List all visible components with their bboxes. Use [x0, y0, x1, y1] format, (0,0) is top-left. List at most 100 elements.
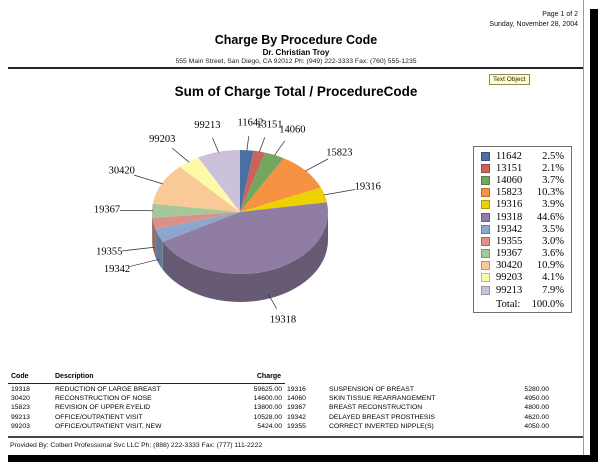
pie-leader-30420	[134, 174, 163, 185]
legend-total-label: Total:	[496, 298, 521, 310]
page-number: Page 1 of 2	[542, 11, 578, 18]
legend-percent: 10.3%	[536, 187, 564, 199]
pie-slice-30420	[152, 166, 240, 212]
provider-address: 555 Main Street, San Diego, CA 92012 Ph:…	[175, 58, 417, 65]
pie-slice-99213	[198, 150, 240, 212]
cell-description: SUSPENSION OF BREAST	[329, 386, 414, 393]
cell-code: 19342	[287, 413, 306, 421]
legend-code: 19316	[496, 199, 523, 211]
chart-legend: 11642 2.5% 13151 2.1% 14060 3.7% 15823 10.3% 193…	[473, 146, 572, 314]
pie-leader-19318	[267, 293, 277, 309]
cell-charge: 13800.00	[253, 404, 282, 412]
cell-description: REVISION OF UPPER EYELID	[55, 404, 151, 412]
legend-item: 19367 3.6%	[474, 248, 571, 260]
pie-slice-19316	[240, 187, 327, 212]
legend-percent: 3.7%	[542, 174, 564, 186]
cell-charge: 5280.00	[524, 386, 549, 393]
legend-code: 99203	[496, 272, 523, 284]
cell-description: CORRECT INVERTED NIPPLE(S)	[329, 422, 434, 430]
legend-code: 11642	[496, 150, 522, 162]
cell-code: 99203	[11, 422, 30, 430]
legend-percent: 7.9%	[542, 284, 564, 296]
pie-side-19342	[155, 229, 163, 270]
legend-item: 11642 2.5%	[474, 150, 571, 162]
pie-label-19318: 19318	[270, 314, 296, 325]
pie-label-11642: 11642	[237, 118, 263, 129]
cell-code: 30420	[11, 395, 30, 403]
pie-leader-13151	[258, 137, 266, 153]
pie-side-19318	[162, 212, 328, 302]
legend-swatch-19367	[481, 249, 490, 259]
table-row: 99203 OFFICE/OUTPATIENT VISIT, NEW 5424.00	[8, 423, 282, 432]
report-title: Charge By Procedure Code	[214, 33, 378, 47]
pie-slice-19367	[152, 203, 240, 218]
cell-code: 15823	[11, 404, 30, 412]
provider-name: Dr. Christian Troy	[262, 48, 330, 57]
legend-item: 19355 3.0%	[474, 235, 571, 247]
pie-label-15823: 15823	[326, 147, 352, 158]
legend-swatch-99213	[481, 285, 490, 295]
pie-slice-19318	[162, 202, 328, 274]
chart-title: Sum of Charge Total / ProcedureCode	[174, 84, 418, 99]
table-header: Code Description Charge	[8, 373, 285, 384]
table-row: 30420 RECONSTRUCTION OF NOSE 14600.00	[8, 395, 282, 404]
cell-description: OFFICE/OUTPATIENT VISIT, NEW	[55, 422, 162, 430]
legend-percent: 44.6%	[536, 211, 564, 223]
cell-code: 19367	[287, 404, 306, 412]
footer-provided-by: Provided By: Colbert Professional Svc LL…	[10, 442, 263, 449]
pie-leader-19355	[122, 246, 155, 252]
page-shadow-right	[590, 9, 598, 462]
legend-code: 19342	[496, 223, 523, 235]
pie-leader-99203	[171, 147, 190, 163]
legend-swatch-13151	[481, 163, 490, 173]
legend-percent: 2.5%	[542, 150, 564, 162]
pie-label-30420: 30420	[109, 166, 135, 177]
cell-charge: 5424.00	[257, 422, 282, 430]
pie-slice-99203	[179, 157, 240, 212]
legend-swatch-14060	[481, 175, 490, 185]
legend-rows: 11642 2.5% 13151 2.1% 14060 3.7% 15823 10.3% 193…	[474, 150, 571, 296]
table-header-code: Code	[11, 373, 29, 380]
cell-code: 19318	[11, 386, 30, 393]
cell-description: DELAYED BREAST PROSTHESIS	[329, 413, 435, 421]
legend-swatch-19316	[481, 200, 490, 210]
legend-swatch-30420	[481, 261, 490, 271]
table-header-description: Description	[55, 373, 94, 380]
pie-leader-19342	[129, 258, 160, 267]
legend-code: 19367	[496, 248, 523, 260]
legend-item: 19318 44.6%	[474, 211, 571, 223]
legend-item: 14060 3.7%	[474, 174, 571, 186]
charges-table-right: 19316 SUSPENSION OF BREAST 5280.00 14060 SKI…	[287, 386, 549, 432]
pie-slice-13151	[240, 150, 266, 212]
footer-rule	[8, 436, 584, 438]
text-object-chip[interactable]: Text Object	[489, 74, 530, 85]
pie-label-14060: 14060	[279, 125, 305, 136]
table-row: 14060 SKIN TISSUE REARRANGEMENT 4950.00	[287, 395, 549, 404]
pie-slice-19342	[155, 212, 240, 242]
legend-item: 99213 7.9%	[474, 284, 571, 296]
cell-description: REDUCTION OF LARGE BREAST	[55, 386, 161, 393]
legend-percent: 3.9%	[542, 199, 564, 211]
legend-percent: 3.6%	[542, 248, 564, 260]
cell-code: 19355	[287, 422, 306, 430]
table-row: 19355 CORRECT INVERTED NIPPLE(S) 4050.00	[287, 423, 549, 432]
cell-charge: 59625.00	[253, 386, 282, 393]
legend-percent: 3.5%	[542, 223, 564, 235]
table-header-charge: Charge	[256, 373, 281, 380]
table-row: 15823 REVISION OF UPPER EYELID 13800.00	[8, 404, 282, 413]
table-row: 99213 OFFICE/OUTPATIENT VISIT 10528.00	[8, 414, 282, 423]
pie-label-19316: 19316	[355, 182, 381, 193]
table-row: 19342 DELAYED BREAST PROSTHESIS 4620.00	[287, 414, 549, 423]
legend-code: 19355	[496, 235, 523, 247]
legend-swatch-99203	[481, 273, 490, 283]
report-date: Sunday, November 28, 2004	[489, 21, 578, 28]
pie-label-99203: 99203	[149, 134, 175, 145]
legend-swatch-11642	[481, 151, 490, 161]
legend-code: 99213	[496, 284, 523, 296]
legend-code: 15823	[496, 187, 523, 199]
cell-description: BREAST RECONSTRUCTION	[329, 404, 423, 412]
table-row: 19367 BREAST RECONSTRUCTION 4800.00	[287, 404, 549, 413]
pie-side-19355	[152, 217, 156, 258]
legend-item: 15823 10.3%	[474, 187, 571, 199]
pie-slice-11642	[240, 150, 254, 212]
